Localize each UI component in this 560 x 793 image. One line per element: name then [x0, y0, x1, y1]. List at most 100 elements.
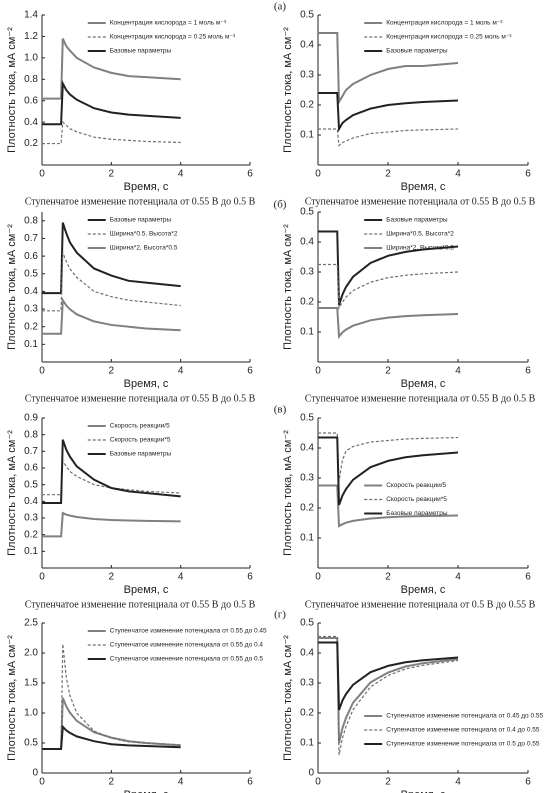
legend-label: Базовые параметры: [386, 48, 448, 55]
x-tick-label: 2: [109, 777, 115, 788]
series-line: [42, 222, 181, 295]
series-line: [318, 641, 459, 711]
x-axis-label: Время, с: [124, 378, 169, 390]
y-tick-label: 1.5: [24, 678, 38, 689]
y-tick-label: 0.5: [24, 738, 38, 749]
legend-label: Базовые параметры: [110, 451, 172, 458]
y-tick-label: 0.3: [24, 513, 38, 524]
caption: Ступенчатое изменение потенциала от 0.55…: [305, 196, 536, 207]
y-axis-label: Плотность тока, мА см⁻²: [6, 430, 18, 556]
series-line: [318, 32, 459, 106]
y-tick-label: 0.4: [24, 286, 38, 297]
caption: Ступенчатое изменение потенциала от 0.55…: [25, 393, 256, 404]
legend-label: Концентрация кислорода = 1 моль м⁻³: [110, 20, 227, 27]
y-tick-label: 0.3: [300, 267, 314, 278]
legend-label: Ступенчатое изменение потенциала от 0.55…: [110, 628, 267, 635]
series-line: [42, 643, 181, 750]
y-tick-label: 1.0: [24, 52, 38, 63]
y-tick-label: 0.2: [300, 503, 314, 514]
x-tick-label: 0: [315, 572, 321, 583]
x-tick-label: 4: [178, 169, 184, 180]
y-tick-label: 0: [308, 768, 314, 779]
x-axis-label: Время, с: [124, 181, 169, 193]
x-axis-label: Время, с: [124, 789, 169, 793]
subplot: 0.2 0.4 0.6 0.8 1.0 1.2 1.4 0 2 4 6 Время, с Плотнос…: [6, 10, 256, 208]
panel-label: (в): [274, 404, 287, 416]
y-tick-label: 0.3: [24, 304, 38, 315]
x-tick-label: 0: [39, 572, 45, 583]
legend-label: Базовые параметры: [110, 217, 172, 224]
subplot: 0.1 0.2 0.3 0.4 0.5 0 2 4 6 Время, с Плотность ток…: [282, 413, 536, 611]
y-tick-label: 0.7: [24, 446, 38, 457]
y-tick-label: 0.5: [300, 10, 314, 21]
x-tick-label: 2: [109, 572, 115, 583]
series-line: [318, 484, 459, 528]
y-tick-label: 0.2: [300, 297, 314, 308]
y-tick-label: 0.5: [24, 479, 38, 490]
legend-label: Ступенчатое изменение потенциала от 0.5 …: [386, 741, 540, 748]
x-axis-label: Время, с: [401, 584, 446, 596]
y-tick-label: 0.5: [300, 207, 314, 218]
y-tick-label: 0.5: [300, 618, 314, 629]
legend-label: Ступенчатое изменение потенциала от 0.45…: [386, 713, 543, 720]
y-tick-label: 0.4: [24, 496, 38, 507]
series-line: [42, 439, 181, 504]
legend-label: Ступенчатое изменение потенциала от 0.4 …: [386, 727, 540, 734]
y-tick-label: 0.2: [24, 321, 38, 332]
caption: Ступенчатое изменение потенциала от 0.55…: [25, 196, 256, 207]
series-line: [42, 252, 181, 312]
y-tick-label: 0.3: [300, 70, 314, 81]
y-axis-label: Плотность тока, мА см⁻²: [6, 635, 18, 761]
series-line: [42, 297, 181, 335]
x-tick-label: 4: [178, 366, 184, 377]
y-tick-label: 0.8: [24, 429, 38, 440]
subplot: 0 0.5 1.0 1.5 2.0 2.5 0 2 4 6 Время, с Плотность то…: [6, 618, 267, 793]
legend-label: Ширина*2, Высота*0.5: [386, 245, 454, 252]
legend-label: Скорость реакции*5: [386, 496, 447, 503]
series-line: [42, 38, 181, 100]
x-tick-label: 0: [39, 777, 45, 788]
x-axis-label: Время, с: [401, 378, 446, 390]
series-line: [318, 92, 459, 133]
y-tick-label: 0.6: [24, 251, 38, 262]
x-tick-label: 0: [39, 169, 45, 180]
subplot: 0.1 0.2 0.3 0.4 0.5 0 2 4 6 Время, с Плотность ток…: [282, 10, 536, 208]
y-tick-label: 0.9: [24, 413, 38, 424]
legend-label: Скорость реакции*5: [110, 437, 171, 444]
x-tick-label: 6: [247, 777, 253, 788]
y-tick-label: 0.1: [24, 546, 38, 557]
y-tick-label: 0.3: [300, 473, 314, 484]
legend-label: Концентрация кислорода = 0.25 моль м⁻³: [386, 34, 512, 41]
caption: Ступенчатое изменение потенциала от 0.55…: [25, 599, 256, 610]
x-tick-label: 4: [455, 169, 461, 180]
y-tick-label: 0.1: [24, 339, 38, 350]
legend-label: Базовые параметры: [386, 217, 448, 224]
x-tick-label: 6: [247, 572, 253, 583]
panel-label: (а): [274, 1, 287, 13]
legend-label: Концентрация кислорода = 0.25 моль м⁻³: [110, 34, 236, 41]
x-tick-label: 0: [315, 777, 321, 788]
caption: Ступенчатое изменение потенциала от 0.55…: [305, 393, 536, 404]
y-tick-label: 1.0: [24, 708, 38, 719]
y-tick-label: 0.1: [300, 738, 314, 749]
x-tick-label: 2: [385, 572, 391, 583]
x-tick-label: 2: [385, 777, 391, 788]
legend-label: Базовые параметры: [110, 48, 172, 55]
y-tick-label: 0.8: [24, 74, 38, 85]
y-tick-label: 0.5: [24, 268, 38, 279]
y-axis-label: Плотность тока, мА см⁻²: [282, 27, 294, 153]
x-tick-label: 4: [455, 366, 461, 377]
y-tick-label: 0.1: [300, 130, 314, 141]
x-tick-label: 0: [315, 169, 321, 180]
series-line: [42, 120, 181, 145]
x-tick-label: 2: [109, 169, 115, 180]
y-tick-label: 0.4: [300, 237, 314, 248]
series-line: [318, 436, 459, 506]
subplot: 0.1 0.2 0.3 0.4 0.5 0 2 4 6 Время, с Плотность ток…: [282, 207, 536, 405]
y-tick-label: 0.1: [300, 327, 314, 338]
y-tick-label: 0.2: [24, 138, 38, 149]
y-axis-label: Плотность тока, мА см⁻²: [6, 27, 18, 153]
legend-label: Скорость реакции/5: [110, 423, 170, 430]
x-tick-label: 0: [39, 366, 45, 377]
